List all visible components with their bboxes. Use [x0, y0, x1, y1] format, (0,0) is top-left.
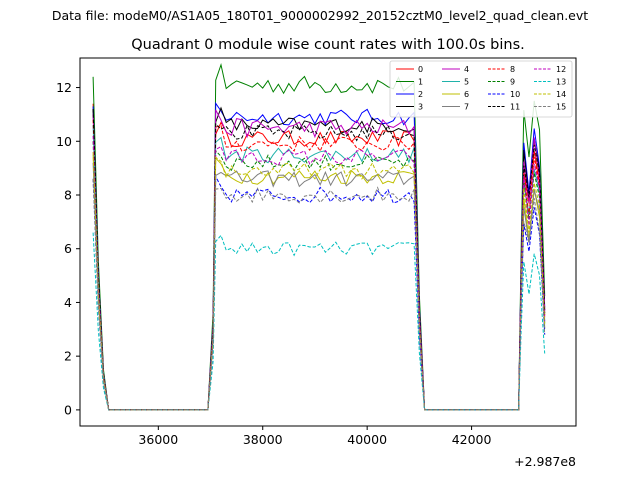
legend-label: 9 [510, 78, 515, 87]
series-line-11 [92, 108, 546, 411]
legend-label: 5 [464, 78, 469, 87]
x-axis: 36000 38000 40000 42000 [138, 426, 492, 447]
x-offset-label: +2.987e8 [514, 454, 576, 469]
legend-label: 3 [418, 103, 423, 112]
series-line-6 [92, 154, 546, 411]
series-line-13 [92, 232, 546, 411]
y-tick-label: 6 [64, 241, 72, 256]
y-tick-label: 4 [64, 295, 72, 310]
legend-label: 14 [556, 90, 566, 99]
legend-label: 0 [418, 65, 423, 74]
legend-frame [389, 60, 573, 118]
series-line-7 [92, 162, 546, 411]
y-tick-label: 8 [64, 187, 72, 202]
plot-frame [79, 57, 577, 427]
legend-label: 13 [556, 78, 566, 87]
legend-label: 2 [418, 90, 423, 99]
series-line-14 [92, 151, 546, 411]
series-line-3 [92, 106, 546, 411]
chart-suptitle: Data file: modeM0/AS1A05_180T01_90000029… [52, 8, 588, 23]
legend-label: 1 [418, 78, 423, 87]
chart-title: Quadrant 0 module wise count rates with … [131, 37, 525, 53]
legend-label: 7 [464, 103, 469, 112]
plot-lines [92, 62, 546, 411]
legend-label: 12 [556, 65, 566, 74]
y-tick-label: 0 [64, 402, 72, 417]
series-line-4 [92, 109, 546, 411]
series-line-15 [92, 178, 546, 411]
x-tick-label: 40000 [347, 432, 387, 447]
y-tick-label: 12 [56, 80, 72, 95]
series-line-5 [92, 125, 546, 411]
y-tick-label: 10 [56, 134, 72, 149]
legend-label: 15 [556, 103, 566, 112]
legend-label: 10 [510, 90, 520, 99]
series-line-10 [92, 176, 546, 411]
legend-label: 11 [510, 103, 520, 112]
y-axis: 0 2 4 6 8 10 12 [56, 80, 80, 417]
legend-label: 6 [464, 90, 469, 99]
legend-label: 4 [464, 65, 469, 74]
x-tick-label: 38000 [243, 432, 283, 447]
y-tick-label: 2 [64, 349, 72, 364]
x-tick-label: 36000 [138, 432, 178, 447]
legend-label: 8 [510, 65, 515, 74]
series-line-8 [92, 119, 546, 411]
x-tick-label: 42000 [452, 432, 492, 447]
